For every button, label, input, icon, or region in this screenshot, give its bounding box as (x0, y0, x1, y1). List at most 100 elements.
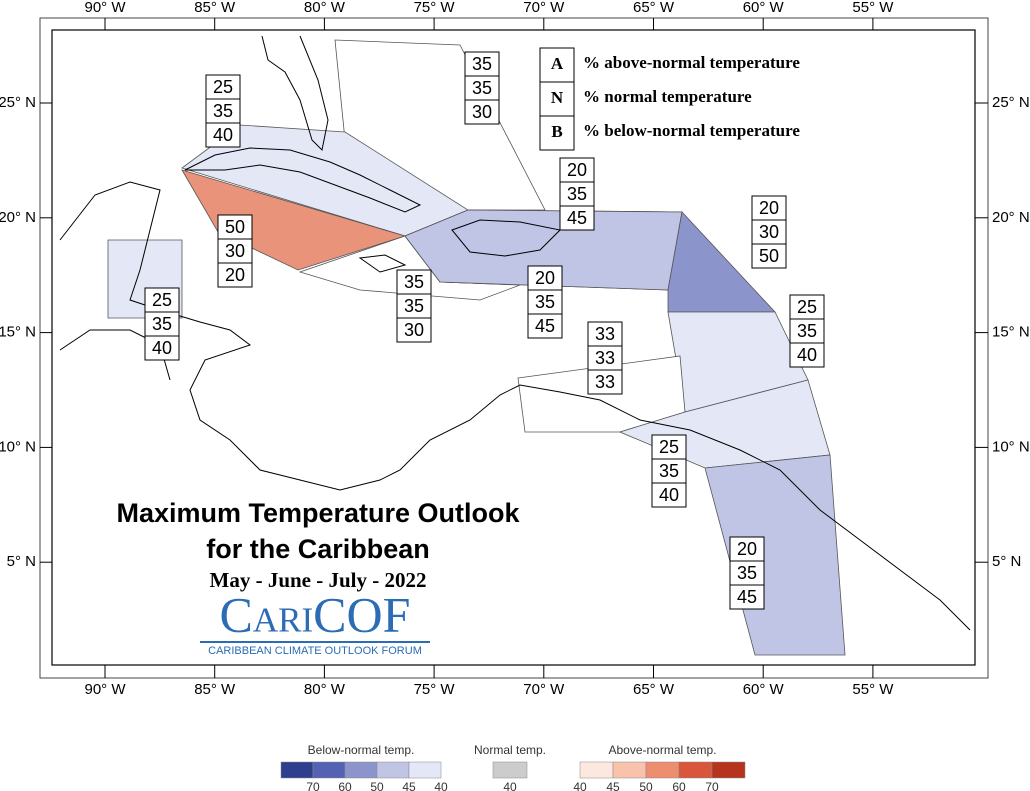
key-text: % below-normal temperature (583, 121, 800, 140)
prob-value: 20 (759, 198, 779, 218)
swatch (312, 761, 346, 779)
prob-value: 35 (404, 296, 424, 316)
lat-label: 15° N (992, 324, 1030, 341)
region (181, 169, 407, 271)
prob-cell (205, 122, 241, 148)
coast-hispaniola (451, 219, 562, 257)
swatch (711, 761, 746, 779)
prob-value: 50 (759, 246, 779, 266)
coast-jamaica (358, 254, 407, 273)
coast-florida (261, 35, 329, 152)
lat-label: 25° N (0, 94, 36, 111)
lon-label: 80° W (304, 681, 346, 698)
colorbar-tick: 70 (705, 780, 719, 791)
prob-cell (751, 195, 787, 221)
prob-cell (751, 219, 787, 245)
prob-value: 50 (225, 217, 245, 237)
prob-cell (464, 75, 500, 101)
prob-cell (559, 157, 595, 183)
swatch (612, 761, 647, 779)
lon-label: 70° W (523, 0, 565, 16)
lat-label: 20° N (0, 209, 36, 226)
coast-mainland (59, 181, 971, 631)
prob-value: 35 (472, 54, 492, 74)
prob-cell (651, 482, 687, 508)
prob-value: 45 (737, 587, 757, 607)
prob-value: 45 (535, 316, 555, 336)
prob-cell (396, 293, 432, 319)
prob-value: 33 (595, 324, 615, 344)
prob-value: 30 (225, 241, 245, 261)
prob-value: 25 (659, 437, 679, 457)
lon-label: 85° W (194, 0, 236, 16)
colorbar-tick: 45 (402, 780, 416, 791)
prob-cell (205, 74, 241, 100)
colorbar-tick: 50 (370, 780, 384, 791)
prob-value: 25 (797, 297, 817, 317)
colorbar-tick: 70 (306, 780, 320, 791)
swatch (376, 761, 410, 779)
prob-value: 35 (472, 78, 492, 98)
lon-label: 65° W (633, 681, 675, 698)
swatch (678, 761, 713, 779)
lon-label: 85° W (194, 681, 236, 698)
lon-label: 75° W (414, 0, 456, 16)
key: A % above-normal temperature N % normal tem… (539, 47, 800, 151)
coast-cuba (184, 147, 422, 213)
prob-cell (559, 181, 595, 207)
prob-value: 35 (213, 101, 233, 121)
prob-value: 20 (225, 265, 245, 285)
prob-value: 30 (759, 222, 779, 242)
prob-value: 40 (213, 125, 233, 145)
prob-value: 30 (472, 102, 492, 122)
key-cell (539, 81, 575, 117)
prob-cell (559, 205, 595, 231)
prob-value: 35 (737, 563, 757, 583)
lon-label: 65° W (633, 0, 675, 16)
lat-label: 5° N (7, 553, 36, 570)
region-boxes: 35 35 30 25 35 40 50 30 20 25 35 40 35 35 30 20 35 45 20 35… (144, 51, 825, 610)
prob-value: 30 (404, 320, 424, 340)
colorbar-tick: 40 (573, 780, 587, 791)
lat-label: 10° N (992, 438, 1030, 455)
colorbar: Below-normal temp. 70 60 50 45 40 Normal temp.… (280, 743, 746, 791)
colorbar-tick: 60 (338, 780, 352, 791)
lon-label: 90° W (84, 0, 126, 16)
prob-cell (789, 318, 825, 344)
prob-cell (527, 265, 563, 291)
colorbar-label: Above-normal temp. (608, 743, 716, 757)
swatch (492, 761, 528, 779)
prob-value: 35 (535, 292, 555, 312)
key-text: % normal temperature (583, 87, 752, 106)
lat-label: 5° N (992, 553, 1021, 570)
logo-subtitle: CARIBBEAN CLIMATE OUTLOOK FORUM (208, 645, 422, 657)
key-cell (539, 115, 575, 151)
prob-value: 40 (152, 338, 172, 358)
prob-value: 25 (152, 290, 172, 310)
prob-value: 40 (797, 345, 817, 365)
prob-cell (789, 294, 825, 320)
lon-label: 55° W (852, 0, 894, 16)
lon-label: 55° W (852, 681, 894, 698)
prob-cell (651, 458, 687, 484)
prob-cell (396, 317, 432, 343)
lon-label: 70° W (523, 681, 565, 698)
regions (107, 39, 846, 656)
logo-name: CariCOF (220, 586, 411, 642)
key-text: % above-normal temperature (583, 53, 800, 72)
key-letter: B (551, 122, 562, 141)
colorbar-tick: 40 (434, 780, 448, 791)
swatch (280, 761, 314, 779)
colorbar-tick: 40 (503, 780, 517, 791)
lat-label: 10° N (0, 438, 36, 455)
swatch (579, 761, 614, 779)
colorbar-tick: 45 (606, 780, 620, 791)
prob-cell (144, 287, 180, 313)
lon-label: 75° W (414, 681, 456, 698)
key-letter: A (551, 54, 564, 73)
prob-cell (729, 536, 765, 562)
prob-cell (464, 99, 500, 125)
prob-cell (587, 345, 623, 371)
prob-value: 35 (659, 461, 679, 481)
